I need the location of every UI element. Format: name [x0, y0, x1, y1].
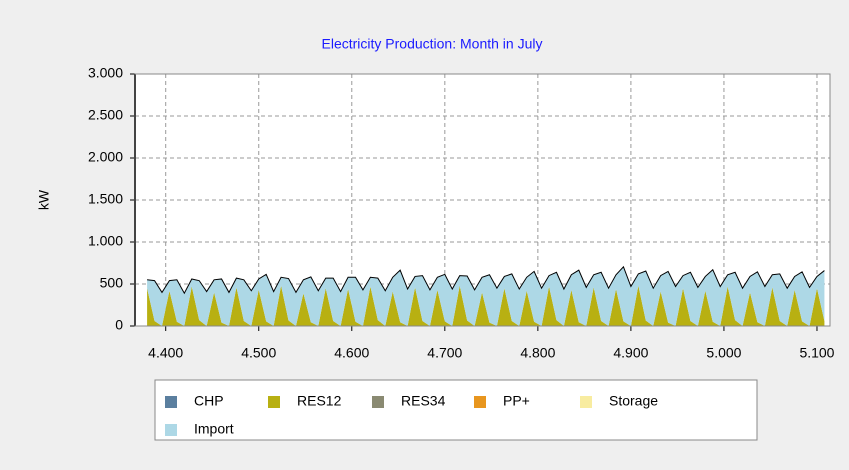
legend-label: Storage — [609, 393, 658, 409]
y-tick-label: 3.000 — [88, 65, 123, 81]
legend-swatch — [165, 424, 177, 436]
x-tick-label: 4.500 — [241, 345, 276, 361]
legend-swatch — [580, 396, 592, 408]
x-tick-label: 4.800 — [520, 345, 555, 361]
y-tick-label: 2.000 — [88, 149, 123, 165]
area-outline — [147, 265, 825, 295]
legend-swatch — [474, 396, 486, 408]
legend-swatch — [268, 396, 280, 408]
x-tick-label: 4.900 — [613, 345, 648, 361]
x-tick-label: 5.000 — [706, 345, 741, 361]
y-tick-label: 0 — [115, 317, 123, 333]
area — [147, 285, 825, 326]
y-axis-label: kW — [36, 189, 52, 210]
legend-swatch — [165, 396, 177, 408]
chart-title: Electricity Production: Month in July — [322, 36, 543, 52]
legend — [154, 379, 758, 441]
plot-frame — [134, 73, 831, 327]
legend-label: PP+ — [503, 393, 530, 409]
x-tick-label: 5.100 — [799, 345, 834, 361]
y-tick-label: 1.500 — [88, 191, 123, 207]
legend-label: RES34 — [401, 393, 446, 409]
y-tick-label: 1.000 — [88, 233, 123, 249]
legend-label: Import — [194, 421, 234, 437]
legend-swatch — [372, 396, 384, 408]
y-tick-label: 2.500 — [88, 107, 123, 123]
legend-label: RES12 — [297, 393, 342, 409]
x-tick-label: 4.400 — [148, 345, 183, 361]
area — [147, 266, 825, 326]
x-tick-label: 4.700 — [427, 345, 462, 361]
x-tick-label: 4.600 — [334, 345, 369, 361]
legend-label: CHP — [194, 393, 224, 409]
y-tick-label: 500 — [100, 275, 124, 291]
